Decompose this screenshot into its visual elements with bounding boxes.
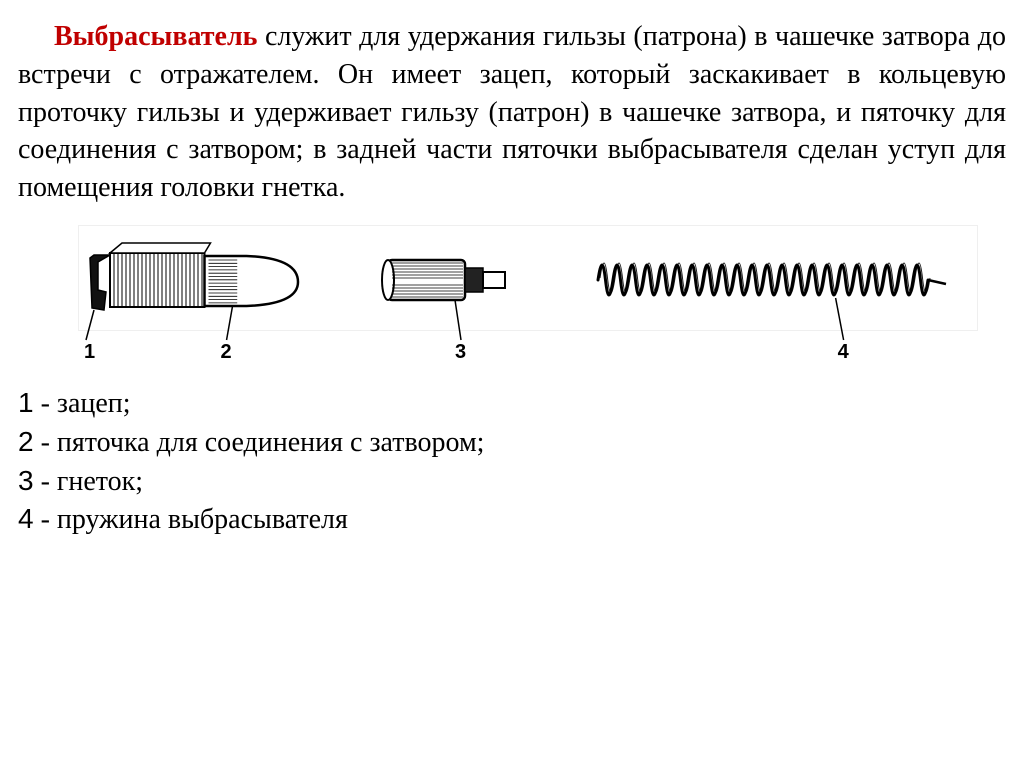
svg-text:4: 4 (838, 341, 850, 363)
legend-item: 2 - пяточка для соединения с затвором; (18, 423, 1006, 462)
highlight-term: Выбрасыватель (54, 21, 258, 52)
legend-item: 1 - зацеп; (18, 384, 1006, 423)
legend-num: 2 (18, 426, 34, 457)
legend-text: пяточка для соединения с затвором; (57, 427, 485, 458)
main-paragraph: Выбрасыватель служит для удержания гильз… (18, 18, 1006, 207)
parts-figure: 1 2 3 4 (78, 225, 978, 370)
legend-text: пружина выбрасывателя (57, 504, 348, 535)
legend-num: 4 (18, 503, 34, 534)
parts-illustration: 1 2 3 4 (78, 225, 978, 370)
legend-num: 3 (18, 465, 34, 496)
legend-item: 4 - пружина выбрасывателя (18, 500, 1006, 539)
legend-item: 3 - гнеток; (18, 462, 1006, 501)
legend-text: зацеп; (57, 388, 131, 419)
svg-text:2: 2 (221, 341, 232, 363)
legend-num: 1 (18, 387, 34, 418)
legend-text: гнеток; (57, 466, 143, 497)
legend: 1 - зацеп; 2 - пяточка для соединения с … (18, 384, 1006, 539)
svg-text:3: 3 (455, 341, 466, 363)
svg-text:1: 1 (84, 341, 95, 363)
